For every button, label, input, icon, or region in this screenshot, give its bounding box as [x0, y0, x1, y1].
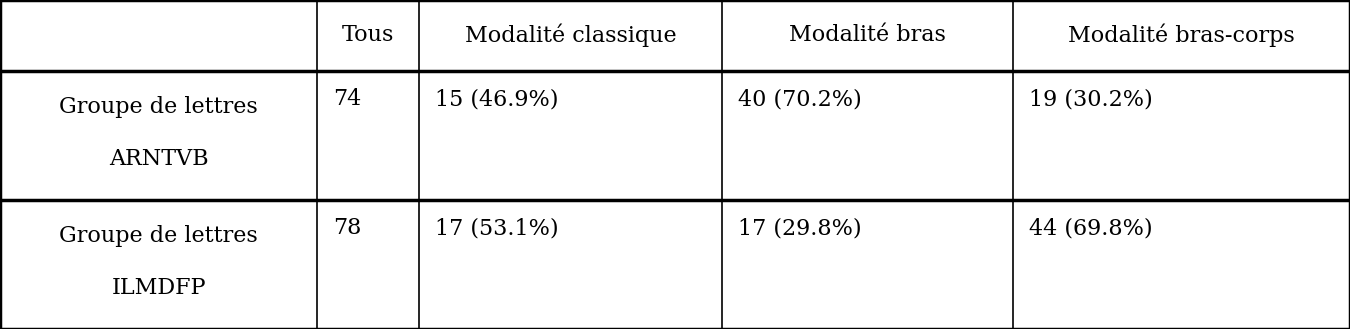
Text: 17 (29.8%): 17 (29.8%) [738, 217, 863, 239]
Text: ARNTVB: ARNTVB [109, 147, 208, 169]
Text: Modalité bras: Modalité bras [788, 24, 946, 46]
Text: Groupe de lettres: Groupe de lettres [59, 96, 258, 118]
Text: 74: 74 [333, 88, 362, 110]
Text: 44 (69.8%): 44 (69.8%) [1029, 217, 1153, 239]
Text: 78: 78 [333, 217, 362, 239]
Text: 17 (53.1%): 17 (53.1%) [435, 217, 559, 239]
Text: 15 (46.9%): 15 (46.9%) [435, 88, 558, 110]
Text: 40 (70.2%): 40 (70.2%) [738, 88, 863, 110]
Text: ILMDFP: ILMDFP [111, 277, 205, 299]
Text: Modalité classique: Modalité classique [464, 24, 676, 47]
Text: 19 (30.2%): 19 (30.2%) [1029, 88, 1153, 110]
Text: Modalité bras-corps: Modalité bras-corps [1068, 24, 1295, 47]
Text: Tous: Tous [342, 24, 394, 46]
Text: Groupe de lettres: Groupe de lettres [59, 225, 258, 247]
